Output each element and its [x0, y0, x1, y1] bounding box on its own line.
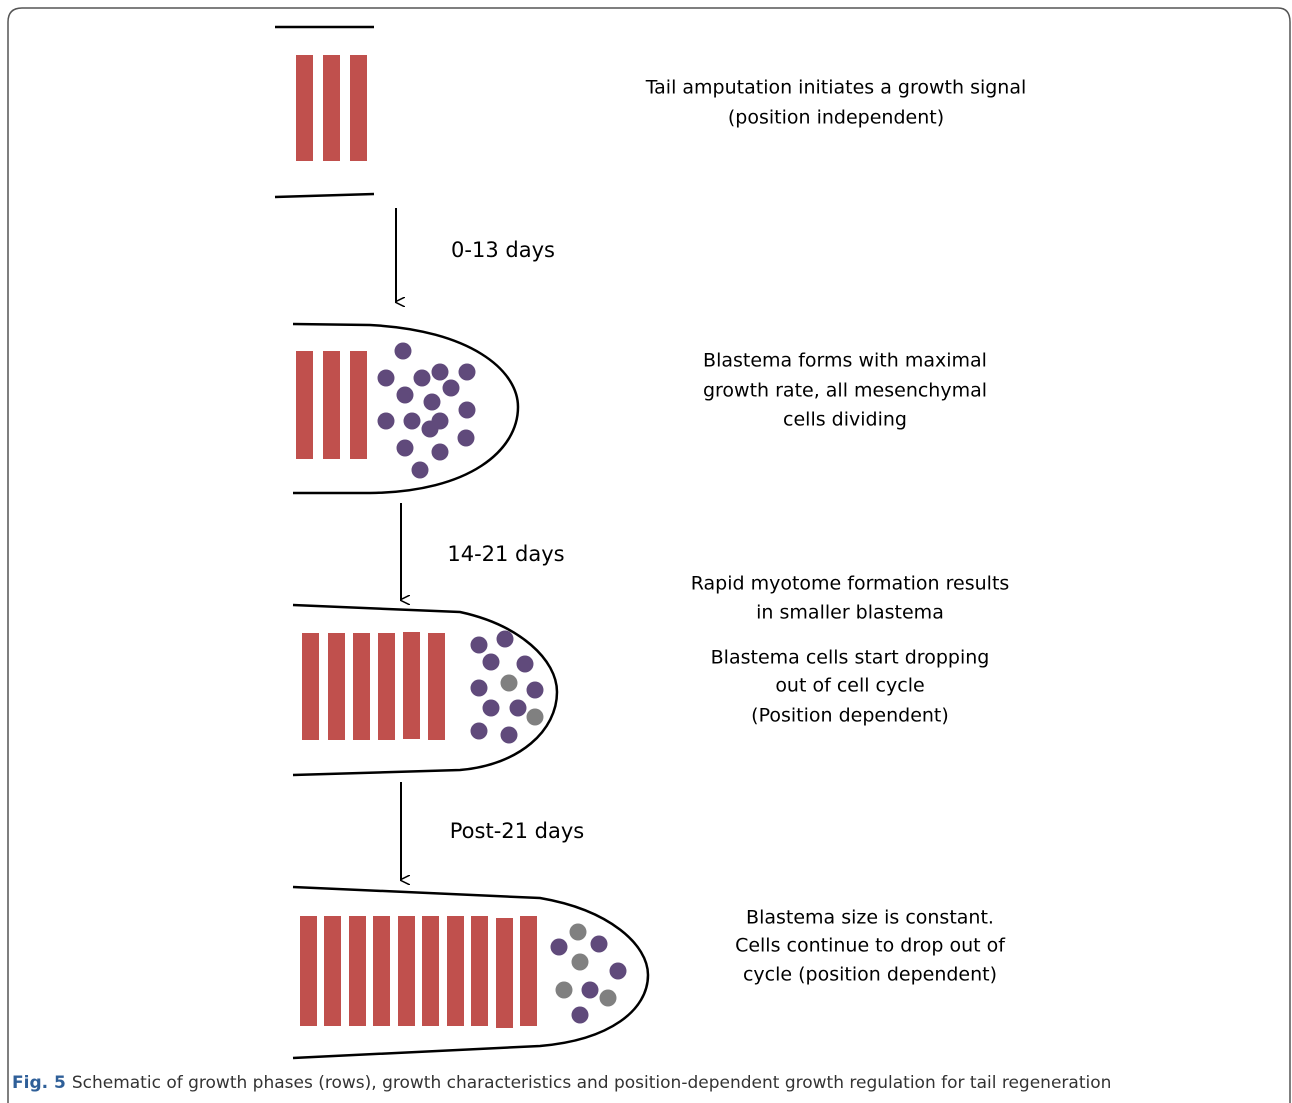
stage-description: Blastema forms with maximal	[703, 350, 987, 372]
caption: Fig. 5 Schematic of growth phases (rows),…	[12, 1073, 1111, 1093]
frame	[7, 7, 1291, 1103]
stage-description: growth rate, all mesenchymal	[703, 380, 987, 402]
transition-label: 0-13 days	[451, 238, 555, 262]
stage-description: Blastema cells start dropping	[711, 647, 990, 669]
stage-description: out of cell cycle	[775, 675, 924, 697]
transition-label: 14-21 days	[447, 542, 564, 566]
stage-description: in smaller blastema	[756, 602, 944, 624]
stage-description: Rapid myotome formation results	[691, 573, 1010, 595]
caption-text: Schematic of growth phases (rows), growt…	[72, 1073, 1112, 1093]
stage-description: Cells continue to drop out of	[735, 935, 1006, 957]
stage-3-drawing	[292, 603, 559, 777]
stage-description: (Position dependent)	[751, 705, 949, 727]
stage-1-drawing	[274, 25, 375, 199]
stage-description: (position independent)	[728, 107, 944, 129]
caption-label: Fig. 5	[12, 1073, 66, 1093]
stage-description: Blastema size is constant.	[746, 907, 994, 929]
stage-2-drawing	[292, 322, 520, 495]
stage-description: cycle (position dependent)	[743, 964, 997, 986]
stage-4-drawing	[292, 885, 650, 1060]
stage-description: Tail amputation initiates a growth signa…	[645, 77, 1027, 99]
transition-label: Post-21 days	[450, 819, 584, 843]
stage-description: cells dividing	[783, 409, 907, 431]
